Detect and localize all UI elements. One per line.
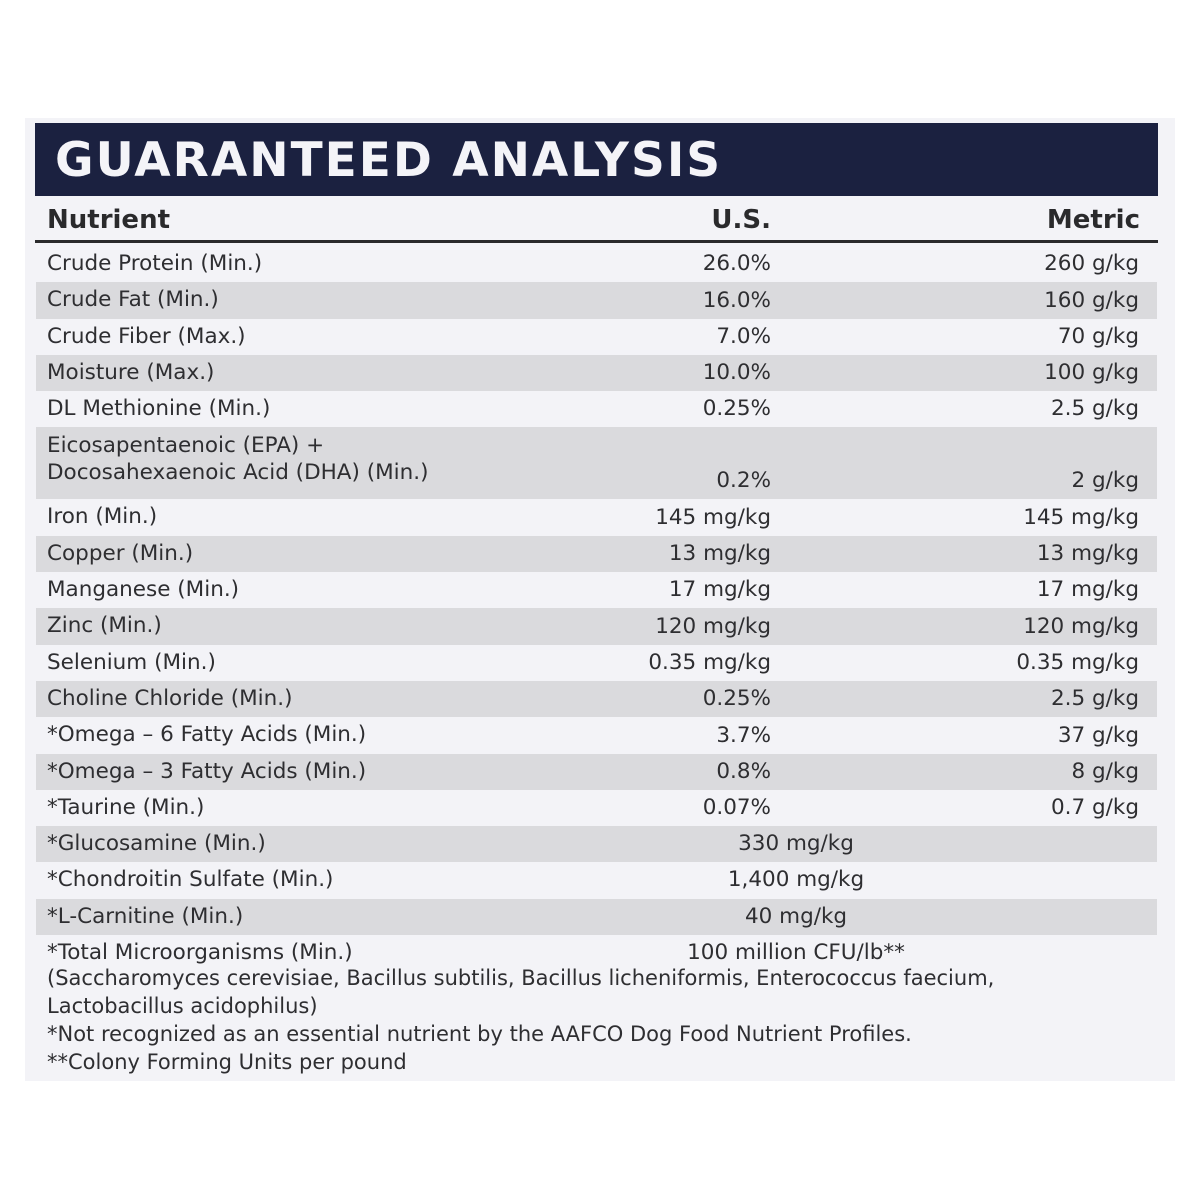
metric-value: 17 mg/kg xyxy=(1036,577,1139,603)
footnote-cfu: **Colony Forming Units per pound xyxy=(47,1050,407,1074)
metric-value: 8 g/kg xyxy=(1071,758,1139,784)
nutrient-table: Crude Protein (Min.) 26.0% 260 g/kg Crud… xyxy=(36,246,1157,971)
metric-value: 37 g/kg xyxy=(1057,722,1139,748)
nutrient-name: Iron (Min.) xyxy=(47,504,158,530)
nutrient-name: Copper (Min.) xyxy=(47,540,194,566)
table-row: Crude Fiber (Max.) 7.0% 70 g/kg xyxy=(36,319,1157,355)
nutrient-name: *Omega – 6 Fatty Acids (Min.) xyxy=(47,722,367,748)
guaranteed-analysis-panel: GUARANTEED ANALYSIS Nutrient U.S. Metric… xyxy=(25,118,1175,1081)
table-row: Moisture (Max.) 10.0% 100 g/kg xyxy=(36,354,1157,392)
combined-value: 40 mg/kg xyxy=(744,903,848,929)
us-value: 0.07% xyxy=(702,795,771,821)
column-header-us: U.S. xyxy=(711,205,771,235)
metric-value: 160 g/kg xyxy=(1044,287,1139,313)
metric-value: 145 mg/kg xyxy=(1023,504,1139,530)
us-value: 10.0% xyxy=(702,360,771,386)
nutrient-name: Manganese (Min.) xyxy=(47,577,240,603)
table-row: *Omega – 6 Fatty Acids (Min.) 3.7% 37 g/… xyxy=(36,717,1157,753)
us-value: 0.8% xyxy=(716,758,771,784)
us-value: 0.25% xyxy=(702,396,771,422)
metric-value: 0.7 g/kg xyxy=(1050,795,1139,821)
table-row: DL Methionine (Min.) 0.25% 2.5 g/kg xyxy=(36,391,1157,427)
nutrient-name: Crude Fat (Min.) xyxy=(47,287,219,313)
nutrient-name: *Taurine (Min.) xyxy=(47,794,205,820)
table-row: Crude Fat (Min.) 16.0% 160 g/kg xyxy=(36,282,1157,319)
microorganism-list-line1: (Saccharomyces cerevisiae, Bacillus subt… xyxy=(47,966,995,990)
us-value: 26.0% xyxy=(702,251,771,277)
metric-value: 70 g/kg xyxy=(1057,323,1139,349)
table-row: Choline Chloride (Min.) 0.25% 2.5 g/kg xyxy=(36,680,1157,718)
us-value: 7.0% xyxy=(716,323,771,349)
us-value: 16.0% xyxy=(702,287,771,313)
microorganism-list-line2: Lactobacillus acidophilus) xyxy=(47,994,318,1018)
nutrient-name: *Chondroitin Sulfate (Min.) xyxy=(47,867,334,893)
nutrient-name: *Total Microorganisms (Min.) xyxy=(47,940,353,966)
column-header-row: Nutrient U.S. Metric xyxy=(35,204,1158,243)
table-row: *Chondroitin Sulfate (Min.) 1,400 mg/kg xyxy=(36,862,1157,898)
metric-value: 0.35 mg/kg xyxy=(1016,649,1139,675)
table-row: *Total Microorganisms (Min.) 100 million… xyxy=(36,935,1157,971)
us-value: 13 mg/kg xyxy=(668,541,771,567)
nutrient-name: *Glucosamine (Min.) xyxy=(47,831,266,857)
nutrient-name: Eicosapentaenoic (EPA) + Docosahexaenoic… xyxy=(47,432,428,486)
combined-value: 330 mg/kg xyxy=(738,831,854,857)
footnote-aafco: *Not recognized as an essential nutrient… xyxy=(47,1022,912,1046)
metric-value: 2.5 g/kg xyxy=(1050,686,1139,712)
table-row: Zinc (Min.) 120 mg/kg 120 mg/kg xyxy=(36,608,1157,645)
us-value: 0.35 mg/kg xyxy=(648,649,771,675)
nutrient-name: Moisture (Max.) xyxy=(47,359,215,385)
us-value: 0.2% xyxy=(716,468,771,494)
combined-value: 1,400 mg/kg xyxy=(727,867,865,893)
nutrient-name: Zinc (Min.) xyxy=(47,613,162,639)
us-value: 3.7% xyxy=(716,722,771,748)
nutrient-name: Crude Fiber (Max.) xyxy=(47,323,246,349)
panel-title: GUARANTEED ANALYSIS xyxy=(55,133,723,188)
table-row: Manganese (Min.) 17 mg/kg 17 mg/kg xyxy=(36,572,1157,608)
column-header-nutrient: Nutrient xyxy=(47,205,171,235)
table-row: *Omega – 3 Fatty Acids (Min.) 0.8% 8 g/k… xyxy=(36,753,1157,790)
nutrient-name: Selenium (Min.) xyxy=(47,649,216,675)
metric-value: 2.5 g/kg xyxy=(1050,396,1139,422)
nutrient-name-line1: Eicosapentaenoic (EPA) + xyxy=(47,433,325,459)
table-row: *Taurine (Min.) 0.07% 0.7 g/kg xyxy=(36,790,1157,826)
metric-value: 100 g/kg xyxy=(1044,360,1139,386)
column-header-metric: Metric xyxy=(1046,205,1140,235)
table-row: *Glucosamine (Min.) 330 mg/kg xyxy=(36,826,1157,863)
combined-value: 100 million CFU/lb** xyxy=(687,940,905,966)
nutrient-name: DL Methionine (Min.) xyxy=(47,396,271,422)
footnotes: (Saccharomyces cerevisiae, Bacillus subt… xyxy=(47,964,1157,1076)
nutrient-name-line2: Docosahexaenoic Acid (DHA) (Min.) xyxy=(47,460,429,486)
table-row: Selenium (Min.) 0.35 mg/kg 0.35 mg/kg xyxy=(36,645,1157,681)
metric-value: 2 g/kg xyxy=(1071,468,1139,494)
title-bar: GUARANTEED ANALYSIS xyxy=(35,123,1158,196)
metric-value: 13 mg/kg xyxy=(1036,541,1139,567)
nutrient-name: Choline Chloride (Min.) xyxy=(47,685,293,711)
nutrient-name: *Omega – 3 Fatty Acids (Min.) xyxy=(47,758,367,784)
metric-value: 260 g/kg xyxy=(1044,251,1139,277)
metric-value: 120 mg/kg xyxy=(1023,613,1139,639)
table-row: Iron (Min.) 145 mg/kg 145 mg/kg xyxy=(36,499,1157,535)
nutrient-name: *L-Carnitine (Min.) xyxy=(47,903,244,929)
table-row: Eicosapentaenoic (EPA) + Docosahexaenoic… xyxy=(36,427,1157,500)
table-row: *L-Carnitine (Min.) 40 mg/kg xyxy=(36,898,1157,936)
table-row: Crude Protein (Min.) 26.0% 260 g/kg xyxy=(36,246,1157,282)
us-value: 145 mg/kg xyxy=(655,504,771,530)
nutrient-name: Crude Protein (Min.) xyxy=(47,251,263,276)
us-value: 0.25% xyxy=(702,686,771,712)
us-value: 120 mg/kg xyxy=(655,613,771,639)
us-value: 17 mg/kg xyxy=(668,577,771,603)
table-row: Copper (Min.) 13 mg/kg 13 mg/kg xyxy=(36,535,1157,573)
